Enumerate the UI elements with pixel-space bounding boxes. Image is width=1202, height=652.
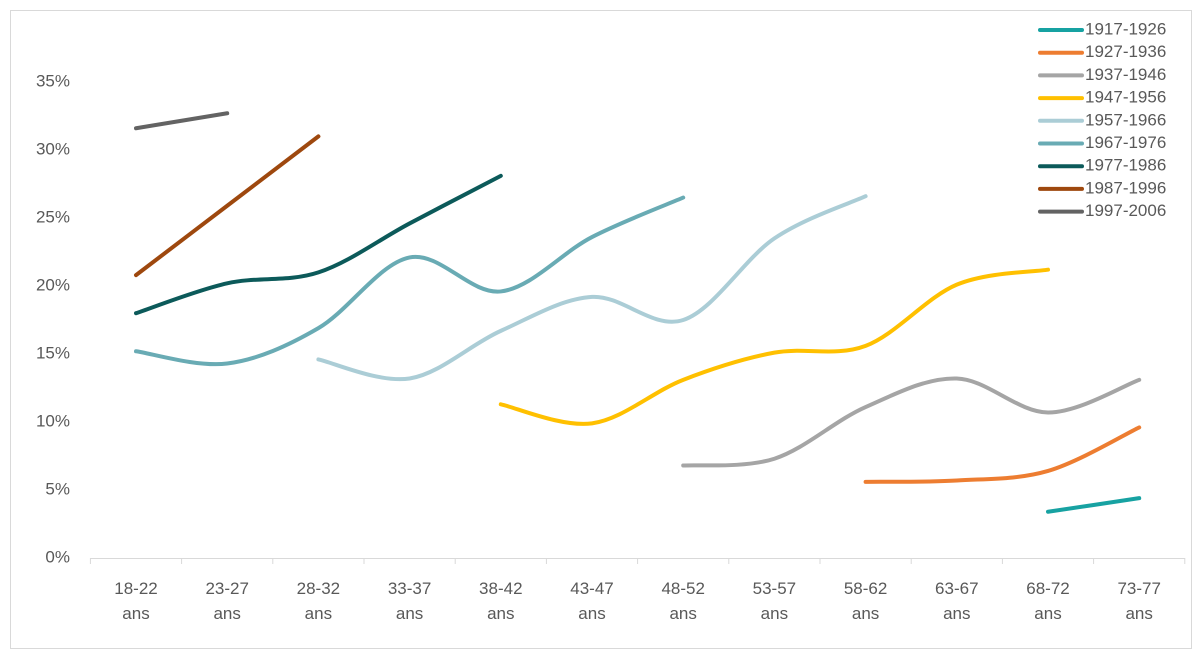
x-tick-label: 18-22 ans — [114, 579, 158, 623]
x-tick-label: 43-47 ans — [570, 579, 614, 623]
legend-label: 1917-1926 — [1085, 19, 1166, 38]
legend-label: 1967-1976 — [1085, 133, 1166, 152]
chart-border — [10, 10, 1192, 649]
legend-label: 1957-1966 — [1085, 110, 1166, 129]
x-tick-label: 38-42 ans — [479, 579, 523, 623]
legend-label: 1987-1996 — [1085, 178, 1166, 197]
series-line — [134, 111, 230, 131]
x-tick-label: 63-67 ans — [935, 579, 979, 623]
legend-label: 1947-1956 — [1085, 88, 1166, 107]
legend-label: 1977-1986 — [1085, 156, 1166, 175]
x-tick-label: 23-27 ans — [205, 579, 249, 623]
y-tick-label: 35% — [36, 71, 70, 90]
x-tick-label: 68-72 ans — [1026, 579, 1070, 623]
series-line — [316, 194, 868, 382]
y-tick-label: 10% — [36, 411, 70, 430]
x-tick-label: 48-52 ans — [661, 579, 705, 623]
y-tick-label: 5% — [45, 479, 70, 498]
series-line — [681, 376, 1142, 468]
x-tick-label: 73-77 ans — [1117, 579, 1161, 623]
x-tick-label: 33-37 ans — [387, 579, 432, 623]
series-line — [134, 173, 503, 316]
legend-label: 1927-1936 — [1085, 42, 1166, 61]
series-line — [134, 134, 321, 278]
y-tick-label: 30% — [36, 139, 70, 158]
legend-label: 1937-1946 — [1085, 65, 1166, 84]
series-line — [134, 195, 686, 367]
y-tick-label: 15% — [36, 343, 70, 362]
series-line — [498, 267, 1050, 426]
x-tick-label: 58-62 ans — [843, 579, 888, 623]
x-tick-label: 28-32 ans — [296, 579, 341, 623]
y-tick-label: 0% — [45, 547, 70, 566]
series-line — [1046, 496, 1142, 514]
y-tick-label: 25% — [36, 207, 70, 226]
legend-label: 1997-2006 — [1085, 201, 1166, 220]
x-tick-label: 53-57 ans — [752, 579, 797, 623]
series-line — [863, 425, 1142, 484]
y-tick-label: 20% — [36, 275, 70, 294]
